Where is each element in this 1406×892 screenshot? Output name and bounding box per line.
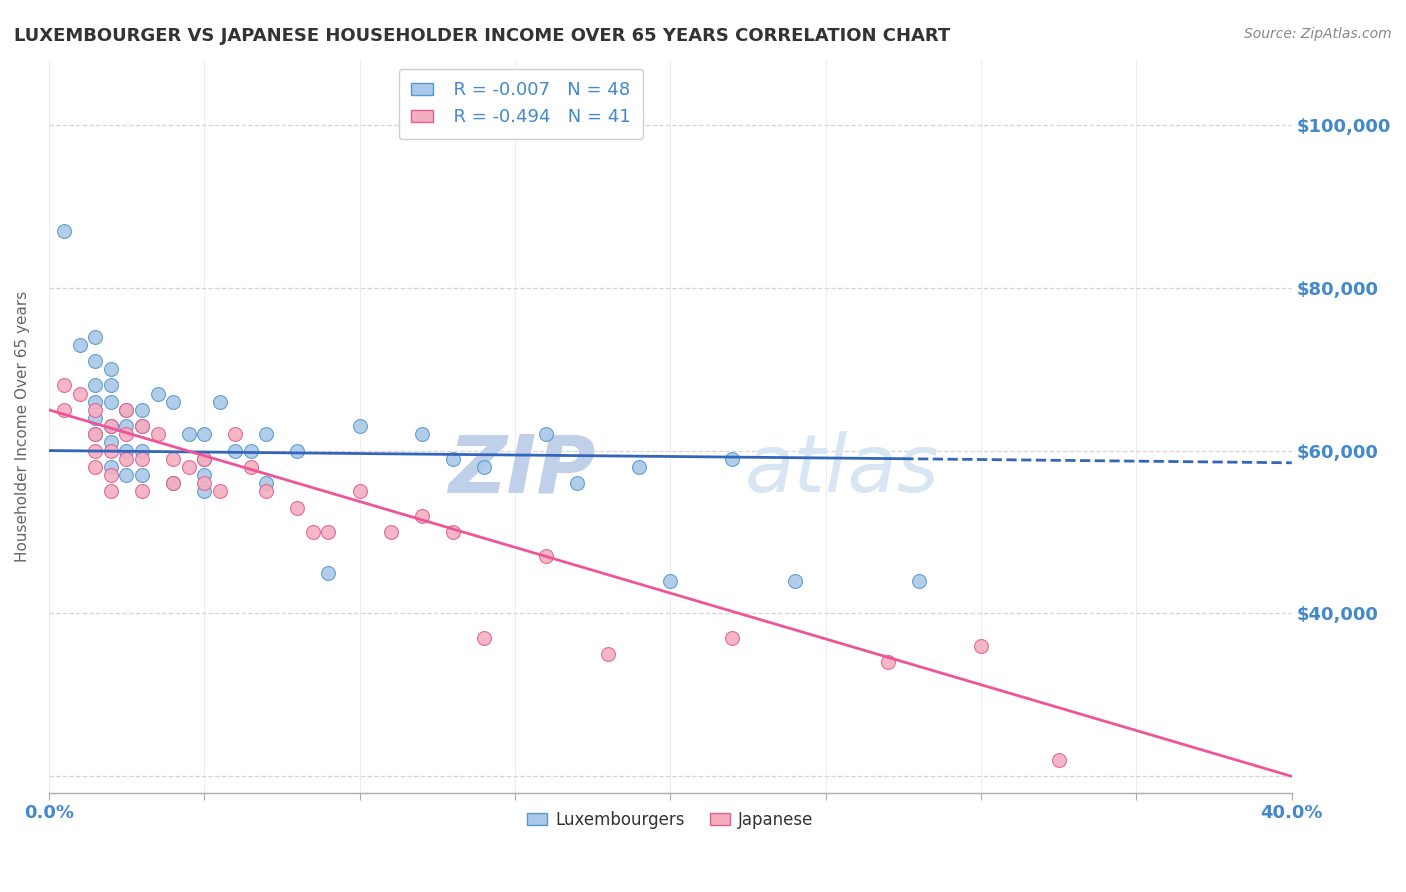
Point	[115, 402, 138, 417]
Point	[115, 427, 138, 442]
Point	[285, 500, 308, 515]
Point	[131, 419, 153, 434]
Point	[53, 378, 76, 392]
Point	[53, 402, 76, 417]
Point	[659, 574, 682, 588]
Point	[441, 524, 464, 539]
Point	[100, 378, 122, 392]
Point	[628, 459, 651, 474]
Point	[162, 476, 184, 491]
Point	[100, 419, 122, 434]
Point	[84, 443, 107, 458]
Point	[193, 451, 215, 466]
Point	[115, 443, 138, 458]
Point	[224, 427, 246, 442]
Text: LUXEMBOURGER VS JAPANESE HOUSEHOLDER INCOME OVER 65 YEARS CORRELATION CHART: LUXEMBOURGER VS JAPANESE HOUSEHOLDER INC…	[14, 27, 950, 45]
Text: ZIP: ZIP	[449, 431, 596, 509]
Point	[239, 459, 262, 474]
Point	[115, 402, 138, 417]
Point	[285, 443, 308, 458]
Point	[100, 459, 122, 474]
Point	[193, 427, 215, 442]
Point	[565, 476, 588, 491]
Legend: Luxembourgers, Japanese: Luxembourgers, Japanese	[520, 805, 820, 836]
Point	[472, 631, 495, 645]
Point	[84, 459, 107, 474]
Point	[131, 419, 153, 434]
Point	[84, 329, 107, 343]
Point	[534, 549, 557, 564]
Point	[721, 631, 744, 645]
Point	[472, 459, 495, 474]
Point	[318, 524, 340, 539]
Text: Source: ZipAtlas.com: Source: ZipAtlas.com	[1244, 27, 1392, 41]
Point	[411, 427, 433, 442]
Point	[162, 476, 184, 491]
Point	[115, 468, 138, 483]
Point	[84, 402, 107, 417]
Point	[783, 574, 806, 588]
Point	[224, 443, 246, 458]
Point	[254, 427, 277, 442]
Point	[100, 484, 122, 499]
Point	[131, 443, 153, 458]
Point	[115, 419, 138, 434]
Point	[146, 427, 169, 442]
Point	[411, 508, 433, 523]
Point	[380, 524, 402, 539]
Point	[177, 459, 200, 474]
Point	[318, 566, 340, 580]
Point	[162, 451, 184, 466]
Point	[84, 354, 107, 368]
Point	[349, 484, 371, 499]
Point	[131, 451, 153, 466]
Point	[193, 468, 215, 483]
Point	[131, 484, 153, 499]
Point	[239, 443, 262, 458]
Point	[193, 484, 215, 499]
Point	[193, 476, 215, 491]
Point	[908, 574, 931, 588]
Point	[84, 427, 107, 442]
Point	[115, 451, 138, 466]
Point	[254, 484, 277, 499]
Point	[131, 468, 153, 483]
Point	[84, 394, 107, 409]
Point	[69, 337, 91, 351]
Point	[84, 411, 107, 425]
Point	[100, 443, 122, 458]
Point	[193, 451, 215, 466]
Point	[146, 386, 169, 401]
Point	[598, 647, 620, 661]
Y-axis label: Householder Income Over 65 years: Householder Income Over 65 years	[15, 291, 30, 562]
Point	[131, 402, 153, 417]
Point	[1047, 753, 1070, 767]
Point	[162, 394, 184, 409]
Point	[69, 386, 91, 401]
Point	[100, 362, 122, 376]
Point	[721, 451, 744, 466]
Point	[302, 524, 325, 539]
Text: atlas: atlas	[745, 431, 939, 509]
Point	[100, 435, 122, 450]
Point	[100, 468, 122, 483]
Point	[349, 419, 371, 434]
Point	[84, 378, 107, 392]
Point	[84, 427, 107, 442]
Point	[208, 394, 231, 409]
Point	[441, 451, 464, 466]
Point	[876, 656, 898, 670]
Point	[254, 476, 277, 491]
Point	[208, 484, 231, 499]
Point	[177, 427, 200, 442]
Point	[100, 394, 122, 409]
Point	[53, 224, 76, 238]
Point	[100, 419, 122, 434]
Point	[970, 639, 993, 653]
Point	[534, 427, 557, 442]
